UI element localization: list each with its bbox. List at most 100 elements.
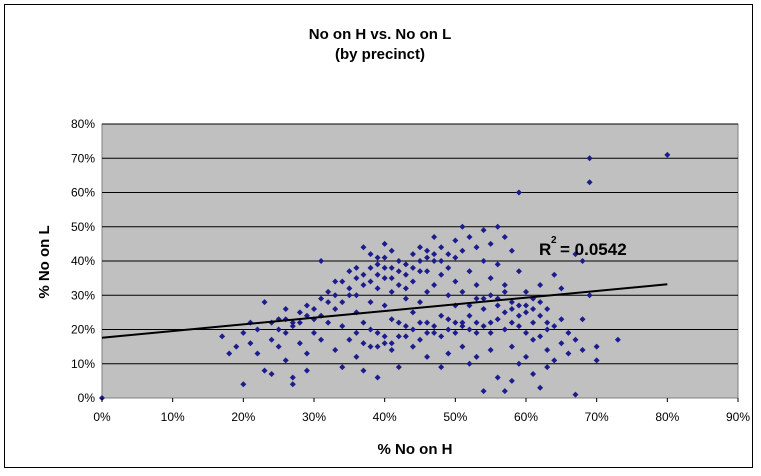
data-point xyxy=(226,350,233,357)
x-tick-label: 0% xyxy=(93,410,111,424)
data-point xyxy=(664,151,671,158)
data-point xyxy=(374,329,381,336)
data-point xyxy=(537,299,544,306)
grid-lines xyxy=(102,123,738,365)
data-point xyxy=(614,336,621,343)
data-point xyxy=(494,316,501,323)
data-point xyxy=(381,254,388,261)
data-point xyxy=(303,367,310,374)
data-point xyxy=(537,312,544,319)
data-point xyxy=(409,251,416,258)
data-point xyxy=(282,357,289,364)
data-point xyxy=(565,329,572,336)
x-tick-label: 90% xyxy=(726,410,750,424)
data-point xyxy=(424,288,431,295)
data-point xyxy=(424,247,431,254)
data-point xyxy=(438,333,445,340)
data-point xyxy=(254,350,261,357)
data-point xyxy=(579,258,586,264)
data-point xyxy=(424,329,431,336)
data-point xyxy=(579,347,586,354)
data-point xyxy=(473,244,480,251)
data-point xyxy=(515,268,522,275)
data-point xyxy=(487,292,494,299)
data-point xyxy=(487,240,494,247)
data-point xyxy=(530,336,537,343)
data-point xyxy=(339,364,346,371)
data-point xyxy=(402,323,409,330)
data-point xyxy=(530,305,537,312)
data-point xyxy=(473,353,480,360)
x-axis-ticks: 0% 10% 20% 30% 40% 50% 60% 70% 80% 90% xyxy=(93,398,750,424)
data-point xyxy=(445,350,452,357)
data-point xyxy=(515,189,522,196)
data-point xyxy=(325,299,332,306)
data-point xyxy=(565,350,572,357)
data-point xyxy=(374,285,381,292)
data-point xyxy=(254,326,261,333)
data-point xyxy=(459,223,466,230)
data-point xyxy=(282,329,289,336)
data-point xyxy=(445,251,452,258)
data-point xyxy=(417,319,423,326)
data-point xyxy=(311,305,317,312)
data-point xyxy=(367,343,374,350)
y-tick-label: 20% xyxy=(71,323,95,337)
data-point xyxy=(339,299,346,306)
r-squared-annotation: R 2 = 0.0542 xyxy=(539,235,627,259)
data-point xyxy=(466,360,473,367)
data-point xyxy=(523,353,529,360)
data-point xyxy=(395,319,402,326)
x-tick-label: 10% xyxy=(161,410,185,424)
data-point xyxy=(459,288,466,295)
data-point xyxy=(508,343,515,350)
data-point xyxy=(360,281,367,288)
x-tick-label: 80% xyxy=(655,410,679,424)
data-point xyxy=(501,309,508,316)
data-point xyxy=(388,288,395,295)
data-point xyxy=(501,388,508,395)
y-axis-title: % No on L xyxy=(36,225,53,298)
data-point xyxy=(395,364,402,371)
data-point xyxy=(275,343,282,350)
data-point xyxy=(558,285,565,292)
data-point xyxy=(523,302,529,309)
data-point xyxy=(296,340,303,347)
data-point xyxy=(515,360,522,367)
r-squared-value: = 0.0542 xyxy=(560,240,627,259)
data-point xyxy=(494,261,501,268)
data-point xyxy=(431,234,438,241)
data-point xyxy=(558,316,565,323)
data-point xyxy=(473,281,480,288)
data-point xyxy=(459,319,466,326)
data-point xyxy=(402,271,409,278)
data-point xyxy=(367,278,374,285)
data-point xyxy=(452,237,459,244)
data-point xyxy=(452,278,459,285)
data-point xyxy=(360,244,367,251)
data-point xyxy=(431,281,438,288)
data-point xyxy=(523,329,529,336)
data-point xyxy=(586,292,593,299)
data-point xyxy=(551,323,558,330)
data-point xyxy=(388,347,395,354)
data-point xyxy=(459,323,466,330)
data-point xyxy=(501,326,508,333)
data-point xyxy=(353,264,360,271)
data-point xyxy=(452,319,459,326)
data-point xyxy=(515,323,522,330)
trendline xyxy=(101,283,668,339)
data-point xyxy=(523,309,529,316)
data-point xyxy=(388,264,395,271)
x-tick-label: 20% xyxy=(231,410,255,424)
data-point xyxy=(508,305,515,312)
data-point xyxy=(282,305,289,312)
data-point xyxy=(325,319,332,326)
data-point xyxy=(381,340,388,347)
data-point xyxy=(296,309,303,316)
data-point xyxy=(487,329,494,336)
data-point xyxy=(452,329,459,336)
x-tick-label: 70% xyxy=(585,410,609,424)
data-point xyxy=(289,381,296,388)
